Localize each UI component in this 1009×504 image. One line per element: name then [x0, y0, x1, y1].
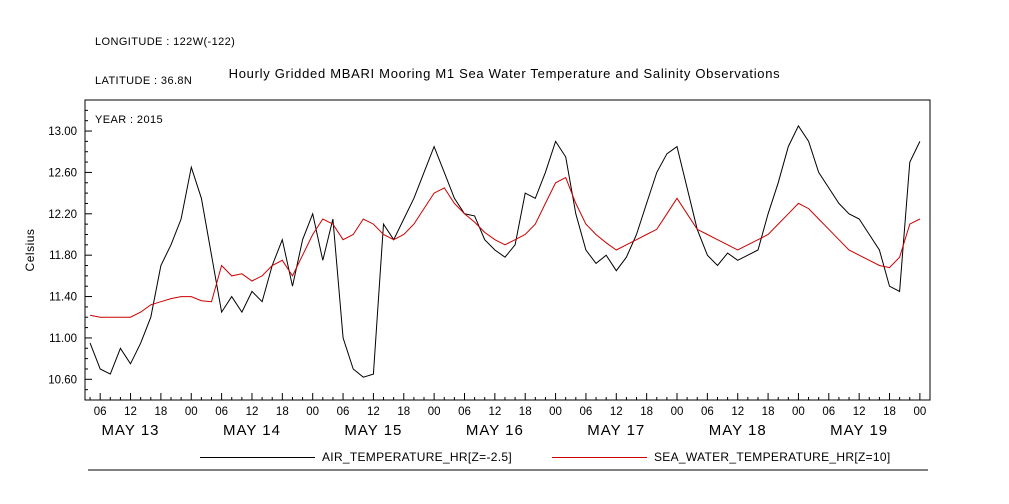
plot-header: LONGITUDE : 122W(-122) LATITUDE : 36.8N … [95, 10, 235, 153]
svg-text:06: 06 [215, 406, 228, 418]
svg-text:00: 00 [792, 406, 805, 418]
header-year: YEAR : 2015 [95, 114, 163, 126]
svg-text:06: 06 [701, 406, 714, 418]
svg-text:12: 12 [246, 406, 259, 418]
svg-text:12: 12 [488, 406, 501, 418]
header-longitude: LONGITUDE : 122W(-122) [95, 36, 236, 48]
svg-text:18: 18 [276, 406, 289, 418]
svg-text:11.80: 11.80 [49, 250, 77, 262]
svg-text:06: 06 [458, 406, 471, 418]
svg-text:MAY 17: MAY 17 [587, 422, 645, 439]
svg-text:18: 18 [154, 406, 167, 418]
svg-text:12: 12 [610, 406, 623, 418]
svg-text:06: 06 [337, 406, 350, 418]
sea-water-temperature-line-swatch [552, 456, 647, 458]
svg-text:18: 18 [519, 406, 532, 418]
header-latitude: LATITUDE : 36.8N [95, 75, 193, 87]
svg-text:MAY 16: MAY 16 [466, 422, 524, 439]
svg-text:MAY 13: MAY 13 [102, 422, 160, 439]
legend-entry-air-temperature: AIR_TEMPERATURE_HR[Z=-2.5] [200, 450, 512, 464]
svg-text:12.20: 12.20 [48, 209, 77, 221]
svg-text:MAY 15: MAY 15 [344, 422, 402, 439]
svg-text:12: 12 [731, 406, 744, 418]
svg-text:MAY 18: MAY 18 [709, 422, 767, 439]
svg-text:06: 06 [94, 406, 107, 418]
svg-text:00: 00 [185, 406, 198, 418]
legend-entry-sea-water-temperature: SEA_WATER_TEMPERATURE_HR[Z=10] [552, 450, 891, 464]
legend-label-sea-water-temperature: SEA_WATER_TEMPERATURE_HR[Z=10] [654, 450, 891, 464]
svg-text:12: 12 [367, 406, 380, 418]
svg-text:10.60: 10.60 [48, 374, 77, 386]
svg-text:00: 00 [306, 406, 319, 418]
svg-text:12: 12 [124, 406, 137, 418]
svg-text:MAY 19: MAY 19 [830, 422, 888, 439]
svg-text:13.00: 13.00 [48, 126, 77, 138]
svg-text:11.40: 11.40 [49, 292, 77, 304]
svg-text:12: 12 [853, 406, 866, 418]
svg-text:12.60: 12.60 [48, 167, 77, 179]
chart-title: Hourly Gridded MBARI Mooring M1 Sea Wate… [228, 66, 781, 81]
air-temperature-line-swatch [200, 456, 315, 458]
svg-text:00: 00 [913, 406, 926, 418]
svg-text:18: 18 [640, 406, 653, 418]
svg-text:00: 00 [549, 406, 562, 418]
svg-text:18: 18 [883, 406, 896, 418]
svg-text:00: 00 [671, 406, 684, 418]
svg-text:00: 00 [428, 406, 441, 418]
svg-text:MAY 14: MAY 14 [223, 422, 281, 439]
svg-text:18: 18 [397, 406, 410, 418]
svg-text:06: 06 [580, 406, 593, 418]
svg-text:06: 06 [822, 406, 835, 418]
legend-label-air-temperature: AIR_TEMPERATURE_HR[Z=-2.5] [322, 450, 512, 464]
svg-text:18: 18 [762, 406, 775, 418]
svg-text:11.00: 11.00 [49, 333, 77, 345]
